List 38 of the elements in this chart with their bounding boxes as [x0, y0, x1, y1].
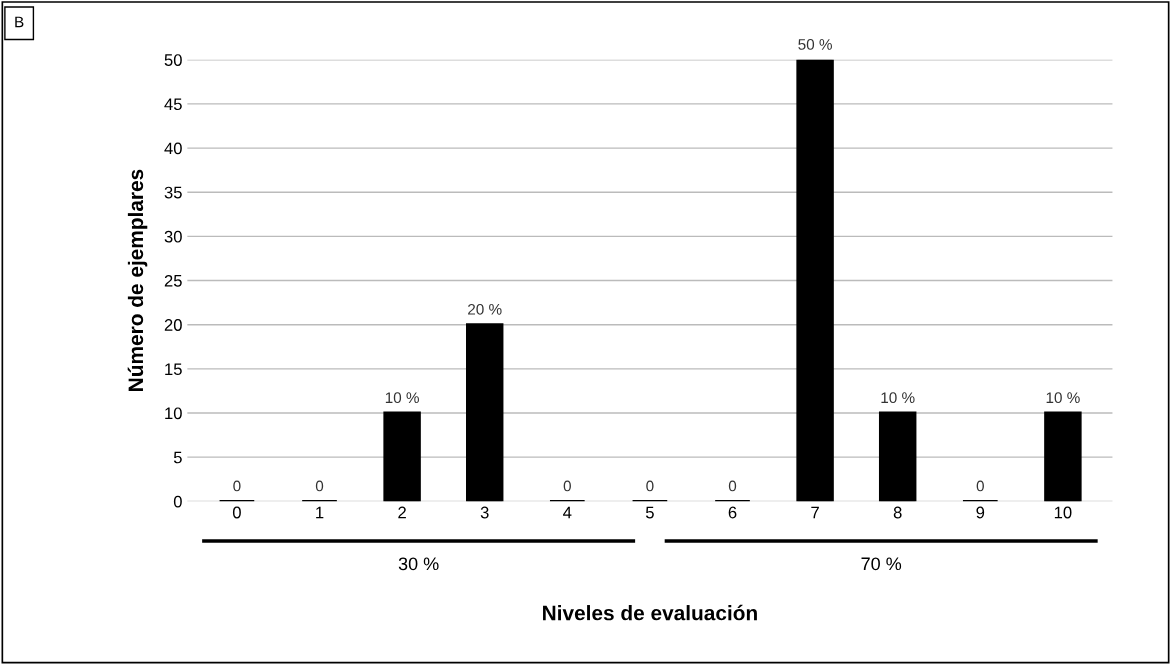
x-tick-label: 10 — [1054, 506, 1072, 519]
text: 70 % — [861, 557, 902, 571]
data-label: 0 — [233, 480, 241, 492]
y-tick-label: 50 — [164, 54, 182, 66]
data-label: 10 % — [385, 392, 419, 404]
x-tick-label: 0 — [232, 506, 241, 519]
data-label: 0 — [646, 480, 654, 492]
y-axis-title: Número de ejemplares — [127, 169, 148, 391]
data-label: 20 % — [468, 303, 502, 315]
x-tick-label: 8 — [893, 506, 902, 519]
x-tick-label: 9 — [976, 506, 985, 519]
text: 30 % — [398, 557, 439, 571]
y-tick-label: 35 — [164, 186, 182, 199]
y-tick-label: 30 — [164, 230, 182, 243]
y-tick-label: 5 — [173, 451, 182, 464]
data-label: 0 — [315, 480, 324, 492]
x-tick-label: 3 — [480, 506, 489, 519]
data-label: 50 % — [798, 38, 832, 50]
y-tick-label: 20 — [164, 319, 182, 331]
x-tick-label: 7 — [811, 506, 819, 519]
data-label: 0 — [728, 480, 737, 492]
y-tick-label: 40 — [164, 142, 182, 155]
x-tick-label: 6 — [728, 506, 737, 519]
x-tick-label: 5 — [645, 506, 654, 519]
data-label: 10 % — [881, 392, 915, 404]
text: B — [15, 16, 24, 28]
x-tick-label: 4 — [563, 506, 572, 519]
y-tick-label: 25 — [164, 274, 182, 287]
data-label: 10 % — [1046, 392, 1080, 404]
y-tick-label: 0 — [173, 495, 182, 508]
x-tick-label: 2 — [398, 506, 406, 519]
x-axis-title: Niveles de evaluación — [543, 604, 757, 621]
y-tick-label: 15 — [165, 363, 182, 376]
y-tick-label: 10 — [165, 407, 182, 420]
x-tick-label: 1 — [316, 506, 324, 519]
y-tick-label: 45 — [164, 98, 182, 111]
data-label: 0 — [976, 480, 984, 492]
data-label: 0 — [563, 480, 571, 492]
